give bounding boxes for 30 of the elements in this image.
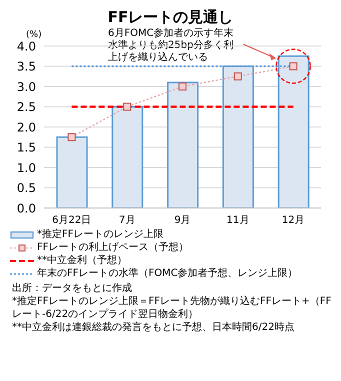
point <box>178 82 186 90</box>
y-tick-label: 3.5 <box>16 60 36 74</box>
x-tick-label: 6月22日 <box>52 215 92 226</box>
bar <box>167 82 199 208</box>
legend-label: 年末のFFレートの水準（FOMC参加者予想、レンジ上限） <box>37 267 298 280</box>
y-tick-label: 2.0 <box>16 120 36 134</box>
bar <box>56 136 88 208</box>
chart-title: FFレートの見通し <box>106 8 234 28</box>
y-tick-label: 0.0 <box>16 201 36 216</box>
text: 出所：データをもとに作成 <box>12 282 133 295</box>
text: *推定FFレートのレンジ上限＝FFレート先物が織り込むFFレート+（FFレート-6/22のインプライド翌日物金利） <box>12 295 332 321</box>
point <box>68 133 76 142</box>
y-tick-label: 2.5 <box>16 100 36 114</box>
point <box>123 102 132 111</box>
x-tick-label: 9月 <box>174 215 191 226</box>
y-tick-label: 4.0 <box>16 39 36 54</box>
legend-label: *推定FFレートのレンジ上限 <box>37 228 164 241</box>
point <box>234 72 242 80</box>
y-tick-label: 1.5 <box>16 140 36 155</box>
y-tick-label: 1.0 <box>16 160 36 175</box>
x-tick-label: 12月 <box>282 215 305 226</box>
x-tick-label: 11月 <box>226 215 250 226</box>
y-axis-title: (%) <box>26 30 42 40</box>
text: **中立金利は連銀総裁の発言をもとに予想、日本時間6/22時点 <box>12 321 296 334</box>
bar <box>112 106 144 208</box>
legend-label: **中立金利（予想） <box>37 254 127 267</box>
x-tick-label: 7月 <box>118 215 136 226</box>
y-tick-label: 3.0 <box>16 80 36 94</box>
legend-label: FFレートの利上げペース（予想） <box>37 241 189 254</box>
y-tick-label: 0.5 <box>16 181 36 196</box>
